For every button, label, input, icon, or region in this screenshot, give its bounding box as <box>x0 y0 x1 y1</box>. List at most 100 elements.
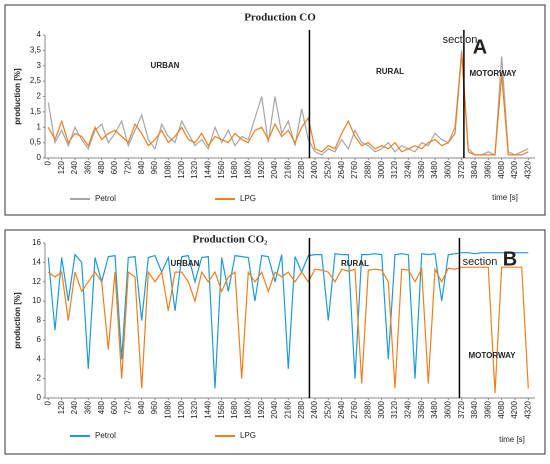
x-tick-label: 2040 <box>270 160 279 178</box>
y-tick-label: 10 <box>32 296 41 305</box>
x-tick-label: 3960 <box>483 160 492 178</box>
panel-letter: A <box>473 36 487 58</box>
x-axis-label: time [s] <box>499 435 525 444</box>
legend-label: LPG <box>240 194 256 203</box>
y-tick-label: 8 <box>37 316 42 325</box>
legend-label: LPG <box>240 431 256 440</box>
x-tick-label: 3000 <box>377 160 386 178</box>
x-tick-label: 2880 <box>363 160 372 178</box>
x-tick-label: 1320 <box>190 160 199 178</box>
series-line <box>47 50 529 156</box>
x-tick-label: 3600 <box>443 400 452 418</box>
x-tick-label: 3480 <box>430 160 439 178</box>
x-tick-label: 360 <box>83 160 92 174</box>
x-tick-label: 3360 <box>417 400 426 418</box>
y-tick-label: 0 <box>37 153 42 162</box>
y-tick-label: 2,5 <box>30 76 42 85</box>
x-tick-label: 3360 <box>417 160 426 178</box>
x-tick-label: 3840 <box>470 160 479 178</box>
y-tick-label: 1 <box>37 122 42 131</box>
chart-title: Production CO <box>244 12 316 24</box>
x-tick-label: 4080 <box>497 400 506 418</box>
region-label: MOTORWAY <box>470 69 518 78</box>
x-tick-label: 1200 <box>177 400 186 418</box>
section-label: section <box>463 256 498 268</box>
region-label: URBAN <box>171 259 200 268</box>
x-tick-label: 2040 <box>270 400 279 418</box>
x-tick-label: 2520 <box>323 400 332 418</box>
section-label: section <box>443 34 478 46</box>
x-tick-label: 2880 <box>363 400 372 418</box>
x-tick-label: 1320 <box>190 400 199 418</box>
region-label: MOTORWAY <box>469 351 517 360</box>
y-tick-label: 6 <box>37 335 42 344</box>
x-tick-label: 2760 <box>350 160 359 178</box>
series-line <box>47 266 529 394</box>
x-tick-label: 2640 <box>337 160 346 178</box>
panel-frame <box>4 229 546 455</box>
x-tick-label: 3480 <box>430 400 439 418</box>
y-axis-label: production [%] <box>13 68 22 125</box>
x-tick-label: 1680 <box>230 400 239 418</box>
y-tick-label: 0,5 <box>30 138 42 147</box>
y-tick-label: 3 <box>37 61 42 70</box>
series-line <box>47 252 529 389</box>
x-tick-label: 2520 <box>323 160 332 178</box>
x-tick-label: 1920 <box>257 160 266 178</box>
x-tick-label: 3120 <box>390 400 399 418</box>
y-tick-label: 4 <box>37 30 42 39</box>
x-tick-label: 3240 <box>403 400 412 418</box>
y-tick-label: 2 <box>37 374 42 383</box>
x-tick-label: 3720 <box>457 160 466 178</box>
y-tick-label: 1,5 <box>30 107 42 116</box>
x-tick-label: 4080 <box>497 160 506 178</box>
y-tick-label: 4 <box>37 354 42 363</box>
x-tick-label: 3720 <box>457 400 466 418</box>
panel-letter: B <box>503 248 517 270</box>
x-tick-label: 1560 <box>217 400 226 418</box>
x-tick-label: 3240 <box>403 160 412 178</box>
x-tick-label: 2280 <box>297 160 306 178</box>
y-tick-label: 16 <box>32 238 41 247</box>
x-tick-label: 1080 <box>163 400 172 418</box>
x-tick-label: 2160 <box>283 400 292 418</box>
region-label: RURAL <box>376 67 404 76</box>
x-tick-label: 4200 <box>510 160 519 178</box>
x-tick-label: 360 <box>83 400 92 414</box>
x-axis-label: time [s] <box>492 193 518 202</box>
y-tick-label: 3,5 <box>30 45 42 54</box>
x-tick-label: 240 <box>70 400 79 414</box>
x-tick-label: 480 <box>97 400 106 414</box>
x-tick-label: 600 <box>110 160 119 174</box>
x-tick-label: 4320 <box>523 400 532 418</box>
legend-label: Petrol <box>95 431 116 440</box>
x-tick-label: 0 <box>43 400 52 405</box>
x-tick-label: 2400 <box>310 400 319 418</box>
x-tick-label: 1800 <box>243 160 252 178</box>
x-tick-label: 2760 <box>350 400 359 418</box>
x-tick-label: 3120 <box>390 160 399 178</box>
y-tick-label: 2 <box>37 92 42 101</box>
x-tick-label: 4320 <box>523 160 532 178</box>
x-tick-label: 840 <box>137 160 146 174</box>
x-tick-label: 0 <box>43 160 52 165</box>
y-tick-label: 0 <box>37 393 42 402</box>
x-tick-label: 840 <box>137 400 146 414</box>
x-tick-label: 480 <box>97 160 106 174</box>
x-tick-label: 4200 <box>510 400 519 418</box>
x-tick-label: 1200 <box>177 160 186 178</box>
x-tick-label: 2400 <box>310 160 319 178</box>
y-axis-label: production [%] <box>13 292 22 349</box>
x-tick-label: 1560 <box>217 160 226 178</box>
x-tick-label: 720 <box>123 160 132 174</box>
x-tick-label: 1440 <box>203 160 212 178</box>
x-tick-label: 1920 <box>257 400 266 418</box>
x-tick-label: 240 <box>70 160 79 174</box>
x-tick-label: 2640 <box>337 400 346 418</box>
y-tick-label: 12 <box>32 277 41 286</box>
x-tick-label: 3960 <box>483 400 492 418</box>
x-tick-label: 1680 <box>230 160 239 178</box>
x-tick-label: 1080 <box>163 160 172 178</box>
x-tick-label: 1800 <box>243 400 252 418</box>
